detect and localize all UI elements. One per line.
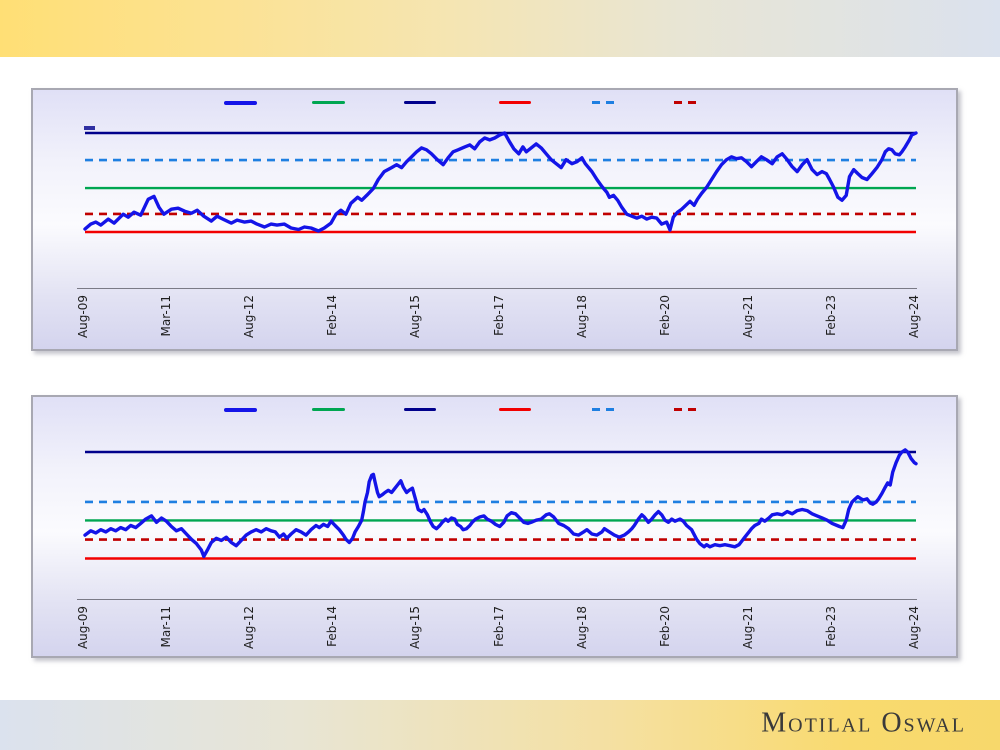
chart-panel-bottom: Aug-09 Mar-11 Aug-12 Feb-14 Aug-15 Feb-17 Aug-… bbox=[31, 395, 958, 658]
legend-swatch-minus-1sd bbox=[674, 408, 702, 411]
max-line-mark bbox=[84, 126, 95, 130]
x-axis-label: Aug-18 bbox=[574, 295, 589, 339]
x-axis-label: Feb-14 bbox=[325, 295, 340, 336]
x-axis-label: Aug-12 bbox=[242, 295, 257, 339]
x-axis-label: Feb-23 bbox=[823, 606, 838, 647]
legend-swatch-max bbox=[404, 408, 436, 411]
series-line-value bbox=[83, 448, 918, 559]
x-axis-label: Aug-24 bbox=[907, 295, 921, 339]
legend-swatch-plus-1sd bbox=[592, 408, 620, 411]
x-axis-line bbox=[77, 599, 917, 600]
x-axis-label: Aug-15 bbox=[408, 606, 423, 650]
brand-logo: Motilal Oswal bbox=[761, 707, 966, 739]
x-axis-label: Feb-17 bbox=[491, 606, 506, 647]
legend-swatch-min bbox=[499, 101, 531, 104]
header-gradient-bar bbox=[0, 0, 1000, 57]
legend-swatch-max bbox=[404, 101, 436, 104]
x-axis-line bbox=[77, 288, 917, 289]
x-axis-label: Aug-18 bbox=[574, 606, 589, 650]
x-axis-label: Aug-21 bbox=[740, 295, 755, 339]
x-axis-label: Feb-14 bbox=[325, 606, 340, 647]
line-chart-plot bbox=[83, 448, 918, 560]
x-axis-label: Mar-11 bbox=[159, 295, 174, 337]
x-axis-label: Feb-20 bbox=[657, 295, 672, 336]
x-axis-label: Aug-15 bbox=[408, 295, 423, 339]
x-axis-label: Feb-20 bbox=[657, 606, 672, 647]
x-axis-label: Aug-09 bbox=[76, 295, 90, 339]
x-axis-label: Feb-17 bbox=[491, 295, 506, 336]
legend-swatch-average bbox=[312, 101, 345, 104]
x-axis-label: Aug-21 bbox=[740, 606, 755, 650]
series-line-value bbox=[83, 131, 918, 233]
x-axis-label: Mar-11 bbox=[159, 606, 174, 648]
chart-panel-top: Aug-09 Mar-11 Aug-12 Feb-14 Aug-15 Feb-17 Aug-… bbox=[31, 88, 958, 351]
chart-legend bbox=[33, 101, 956, 109]
x-axis-label: Aug-09 bbox=[76, 606, 90, 650]
x-axis-label: Feb-23 bbox=[823, 295, 838, 336]
legend-swatch-plus-1sd bbox=[592, 101, 620, 104]
x-axis-label: Aug-24 bbox=[907, 606, 921, 650]
line-chart-plot bbox=[83, 131, 918, 234]
legend-swatch-series bbox=[224, 408, 257, 412]
legend-swatch-average bbox=[312, 408, 345, 411]
legend-swatch-minus-1sd bbox=[674, 101, 702, 104]
legend-swatch-series bbox=[224, 101, 257, 105]
legend-swatch-min bbox=[499, 408, 531, 411]
chart-legend bbox=[33, 408, 956, 416]
x-axis-label: Aug-12 bbox=[242, 606, 257, 650]
footer-gradient-bar: Motilal Oswal bbox=[0, 700, 1000, 750]
